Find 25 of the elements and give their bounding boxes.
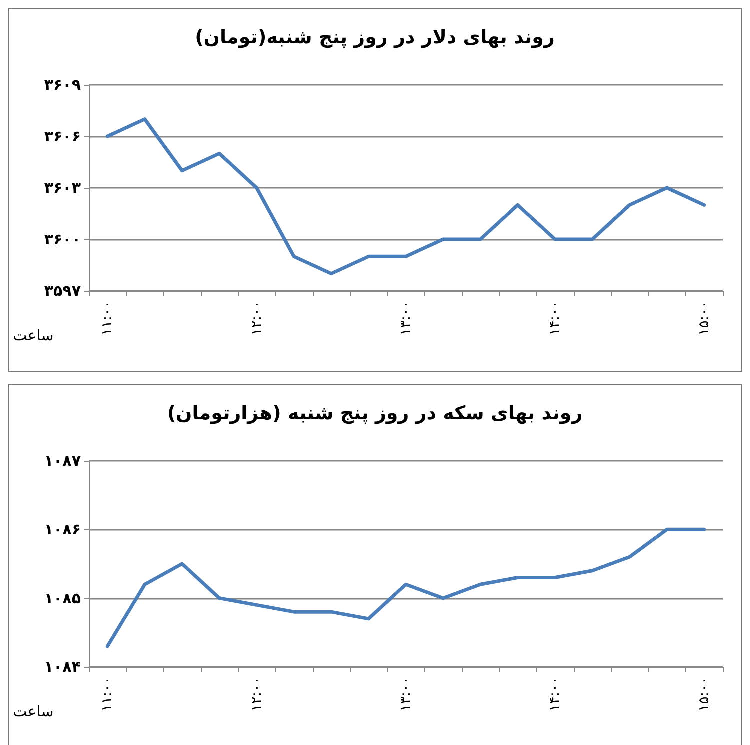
x-tick-label: ۱۱:۰۰ <box>100 301 116 336</box>
line-series <box>106 528 706 648</box>
y-tick-label: ۱۰۸۶ <box>44 520 81 539</box>
y-tick-label: ۳۶۰۶ <box>44 128 81 146</box>
x-tick-label: ۱۴:۰۰ <box>547 677 564 712</box>
x-axis-title: ساعت <box>13 702 54 720</box>
y-tick-label: ۳۶۰۰ <box>44 230 81 248</box>
y-tick-label: ۱۰۸۴ <box>44 658 81 676</box>
x-tick-label: ۱۱:۰۰ <box>100 677 116 712</box>
x-tick-label: ۱۲:۰۰ <box>248 677 265 712</box>
x-tick-label: ۱۳:۰۰ <box>398 677 414 712</box>
y-tick-label: ۳۶۰۳ <box>44 179 81 197</box>
y-tick-label: ۱۰۸۷ <box>44 452 81 470</box>
x-tick-label: ۱۳:۰۰ <box>398 301 414 336</box>
x-tick-label: ۱۴:۰۰ <box>547 301 564 336</box>
line-series <box>106 118 706 276</box>
y-tick-label: ۳۶۰۹ <box>44 76 81 94</box>
chart-title: روند بهای سکه در روز پنج شنبه (هزارتومان) <box>167 402 583 424</box>
y-tick-label: ۱۰۸۵ <box>44 589 81 608</box>
x-axis-title: ساعت <box>13 326 54 344</box>
chart-title: روند بهای دلار در روز پنج شنبه(تومان) <box>195 26 555 48</box>
x-tick-label: ۱۲:۰۰ <box>248 301 265 336</box>
x-tick-label: ۱۵:۰۰ <box>696 677 712 712</box>
y-tick-label: ۳۵۹۷ <box>44 282 81 300</box>
x-tick-label: ۱۵:۰۰ <box>696 301 712 336</box>
